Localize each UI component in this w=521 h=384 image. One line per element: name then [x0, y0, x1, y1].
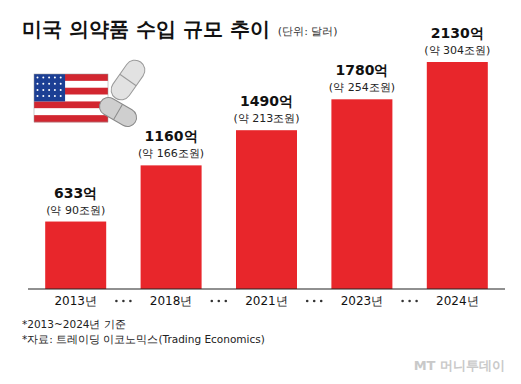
flag-star: [42, 77, 44, 79]
flag-star: [48, 95, 50, 97]
x-tick-label: 2018년: [150, 294, 193, 308]
flag-star: [54, 77, 56, 79]
pill-seam: [120, 74, 136, 85]
krw-label: (약 213조원): [233, 112, 299, 125]
flag-star: [37, 77, 39, 79]
flag-star: [48, 89, 50, 91]
flag-star: [37, 83, 39, 85]
krw-label: (약 166조원): [138, 147, 204, 160]
separator-dot: [211, 300, 214, 303]
x-tick-label: 2021년: [245, 294, 288, 308]
pill-body: [107, 56, 149, 104]
chart-root: 미국 의약품 수입 규모 추이 (단위: 달러) 633억 (약 90조원) 2013년…: [0, 0, 521, 384]
bar: [427, 62, 488, 289]
background: [0, 0, 521, 384]
separator-dot: [122, 300, 125, 303]
illustration: [34, 56, 149, 130]
bar: [45, 222, 106, 289]
flag-star: [42, 83, 44, 85]
flag-star: [60, 77, 62, 79]
krw-label: (약 90조원): [46, 204, 105, 217]
bar: [331, 99, 392, 289]
flag-star: [42, 95, 44, 97]
x-tick-label: 2013년: [54, 294, 97, 308]
flag-star: [37, 89, 39, 91]
separator-dot: [313, 300, 316, 303]
separator-dot: [225, 300, 228, 303]
flag-star: [54, 89, 56, 91]
brand: MT 머니투데이: [414, 358, 505, 373]
separator-dot: [408, 300, 411, 303]
note: *자료: 트레이딩 이코노믹스(Trading Economics): [22, 333, 265, 345]
separator-dot: [320, 300, 323, 303]
pill-body: [96, 94, 140, 130]
separator-dot: [306, 300, 309, 303]
separator-dot: [115, 300, 118, 303]
flag-star: [60, 95, 62, 97]
flag-star: [60, 83, 62, 85]
data-label: 633억: [54, 185, 97, 201]
chart-svg: 미국 의약품 수입 규모 추이 (단위: 달러) 633억 (약 90조원) 2013년…: [0, 0, 521, 384]
bar: [236, 130, 297, 289]
flag-stripe: [34, 108, 108, 115]
subtitle: (단위: 달러): [278, 25, 338, 38]
flag-star: [60, 89, 62, 91]
flag-star: [37, 95, 39, 97]
pill: [96, 94, 140, 130]
title: 미국 의약품 수입 규모 추이: [22, 17, 270, 41]
separator-dot: [401, 300, 404, 303]
data-label: 2130억: [431, 25, 484, 41]
flag-canton: [34, 74, 65, 101]
separator-dot: [129, 300, 132, 303]
data-label: 1160억: [145, 128, 198, 144]
flag-star: [48, 83, 50, 85]
labels: 633억 (약 90조원) 2013년 1160억 (약 166조원) 2018년 1490…: [46, 25, 490, 308]
flag-star: [48, 77, 50, 79]
flag-stripe: [34, 115, 108, 122]
krw-label: (약 254조원): [329, 81, 395, 94]
pill-seam: [114, 104, 123, 120]
flag-star: [42, 89, 44, 91]
flag-star: [54, 83, 56, 85]
flag-star: [54, 95, 56, 97]
separator-dot: [415, 300, 418, 303]
data-label: 1780억: [335, 62, 388, 78]
pill: [107, 56, 149, 104]
bar: [141, 165, 202, 289]
note: *2013~2024년 기준: [22, 318, 126, 330]
x-tick-label: 2024년: [436, 294, 479, 308]
x-axis-line: [28, 288, 505, 289]
x-tick-label: 2023년: [341, 294, 384, 308]
krw-label: (약 304조원): [424, 44, 490, 57]
separator-dot: [218, 300, 221, 303]
data-label: 1490억: [240, 93, 293, 109]
bars: [45, 62, 488, 289]
flag-stripe: [34, 101, 108, 108]
flag-border: [34, 74, 108, 122]
